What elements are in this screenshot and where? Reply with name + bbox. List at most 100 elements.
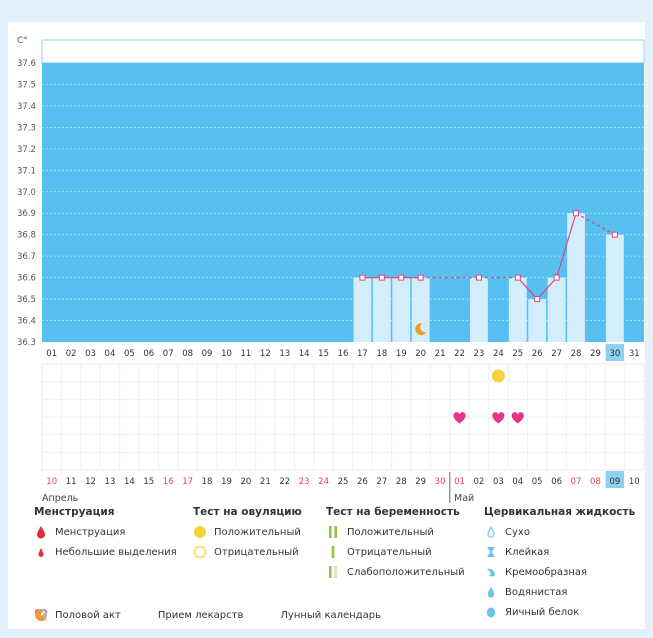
x-tick-label: 19 — [396, 349, 407, 359]
cycle-day-label: 23 — [299, 477, 310, 487]
x-tick-label: 11 — [240, 349, 251, 359]
legend-title-pregnancy: Тест на беременность — [326, 506, 460, 518]
legend-bottom: Половой акт Прием лекарств Лунный календ… — [34, 608, 397, 622]
legend-item-egg-white: Яичный белок — [484, 602, 635, 622]
small-drop-icon — [34, 545, 48, 559]
x-tick-label: 30 — [609, 349, 620, 359]
ovulation-negative-icon — [193, 545, 207, 559]
temperature-bar — [508, 277, 527, 342]
single-bar-icon — [326, 545, 340, 559]
x-tick-label: 24 — [493, 349, 504, 359]
plot-area — [41, 39, 645, 342]
intercourse-marker — [492, 412, 505, 424]
legend-item-medication: Прием лекарств — [35, 608, 243, 622]
x-tick-label: 12 — [260, 349, 271, 359]
cycle-day-label: 19 — [221, 477, 232, 487]
legend-label-menstruation: Менструация — [55, 526, 126, 538]
legend-item-creamy: Кремообразная — [484, 562, 635, 582]
cycle-day-label: 09 — [609, 477, 620, 487]
legend-label-ovulation-negative: Отрицательный — [214, 546, 299, 558]
cycle-day-label: 30 — [435, 477, 446, 487]
x-tick-label: 01 — [46, 349, 57, 359]
temperature-bar — [547, 277, 566, 342]
y-tick-labels: 37.6 37.5 37.4 37.3 37.2 37.1 37.0 36.9 36.8 36.7… — [17, 59, 36, 348]
legend-cervical: Цервикальная жидкость Сухо Клейкая Кремо… — [484, 506, 635, 622]
legend-pregnancy: Тест на беременность Положительный Отриц… — [326, 506, 465, 582]
moon-icon — [415, 323, 427, 336]
cycle-day-label: 26 — [357, 477, 368, 487]
y-tick-label: 37.3 — [17, 123, 36, 133]
y-tick-label: 37.2 — [17, 145, 36, 155]
cycle-day-label: 12 — [85, 477, 96, 487]
legend-item-pregnancy-positive: Положительный — [326, 522, 465, 542]
cycle-day-label: 18 — [202, 477, 213, 487]
legend-item-ovulation-positive: Положительный — [193, 522, 302, 542]
cycle-day-label: 21 — [260, 477, 271, 487]
x-tick-label: 09 — [202, 349, 213, 359]
cycle-day-label: 11 — [66, 477, 77, 487]
y-tick-label: 36.9 — [17, 209, 36, 219]
creamy-icon — [484, 565, 498, 579]
cycle-day-label: 22 — [279, 477, 290, 487]
legend-label-sticky: Клейкая — [505, 546, 550, 558]
cycle-day-label: 17 — [182, 477, 193, 487]
temperature-segment — [536, 277, 558, 300]
y-tick-label: 37.4 — [17, 102, 36, 112]
plot-background — [42, 63, 644, 342]
faint-double-bar-icon — [326, 565, 340, 579]
cycle-day-label: 14 — [124, 477, 135, 487]
month-label-april: Апрель — [42, 493, 79, 504]
x-tick-label: 26 — [532, 349, 543, 359]
cycle-day-labels: 10 11 12 13 14 15 16 17 18 19 20 21 22 23 24 25 26 27 28 29… — [46, 471, 640, 503]
temperature-segment — [575, 212, 616, 236]
temperature-point — [573, 210, 580, 217]
heart-icon — [453, 412, 466, 424]
cycle-day-label: 20 — [240, 477, 251, 487]
cycle-day-label: 27 — [376, 477, 387, 487]
double-bar-icon — [326, 525, 340, 539]
temperature-segment — [517, 277, 538, 300]
x-tick-label: 02 — [66, 349, 77, 359]
y-tick-label: 36.5 — [17, 295, 36, 305]
legend-label-lunar: Лунный календарь — [280, 609, 381, 621]
egg-white-icon — [484, 605, 498, 619]
y-tick-label: 37.5 — [17, 80, 36, 90]
cycle-day-label: 04 — [512, 477, 523, 487]
legend-menstruation: Менструация Менструация Небольшие выделе… — [34, 506, 177, 562]
x-tick-label: 25 — [512, 349, 523, 359]
x-tick-label: 14 — [299, 349, 310, 359]
ovulation-positive-icon — [193, 525, 207, 539]
legend-item-sticky: Клейкая — [484, 542, 635, 562]
x-tick-label: 21 — [435, 349, 446, 359]
x-tick-label: 17 — [357, 349, 368, 359]
temperature-point — [417, 274, 424, 281]
y-axis-unit: C° — [17, 36, 28, 46]
legend-label-pregnancy-negative: Отрицательный — [347, 546, 432, 558]
month-label-may: Май — [454, 493, 474, 504]
y-tick-label: 36.7 — [17, 252, 36, 262]
x-tick-label: 08 — [182, 349, 193, 359]
legend-label-creamy: Кремообразная — [505, 566, 588, 578]
cycle-day-label: 10 — [629, 477, 640, 487]
legend-label-egg-white: Яичный белок — [505, 606, 580, 618]
moon-icon — [35, 608, 273, 622]
x-tick-label: 27 — [551, 349, 562, 359]
x-tick-label: 05 — [124, 349, 135, 359]
plot-top-box — [41, 39, 645, 64]
temperature-bar — [470, 277, 488, 342]
cycle-day-label: 13 — [105, 477, 116, 487]
temperature-point — [534, 296, 541, 303]
legend-label-intercourse: Половой акт — [55, 609, 121, 621]
legend-item-menstruation: Менструация — [34, 522, 177, 542]
temperature-point — [359, 274, 366, 281]
x-tick-label: 13 — [279, 349, 290, 359]
temperature-point — [514, 274, 521, 281]
cycle-day-label: 25 — [338, 477, 349, 487]
y-tick-label: 37.0 — [17, 188, 36, 198]
temperature-point — [398, 274, 405, 281]
legend-label-ovulation-positive: Положительный — [214, 526, 301, 538]
temperature-point — [378, 274, 385, 281]
cycle-day-label: 06 — [551, 477, 562, 487]
intercourse-marker — [453, 412, 466, 424]
pill-icon — [35, 608, 151, 622]
